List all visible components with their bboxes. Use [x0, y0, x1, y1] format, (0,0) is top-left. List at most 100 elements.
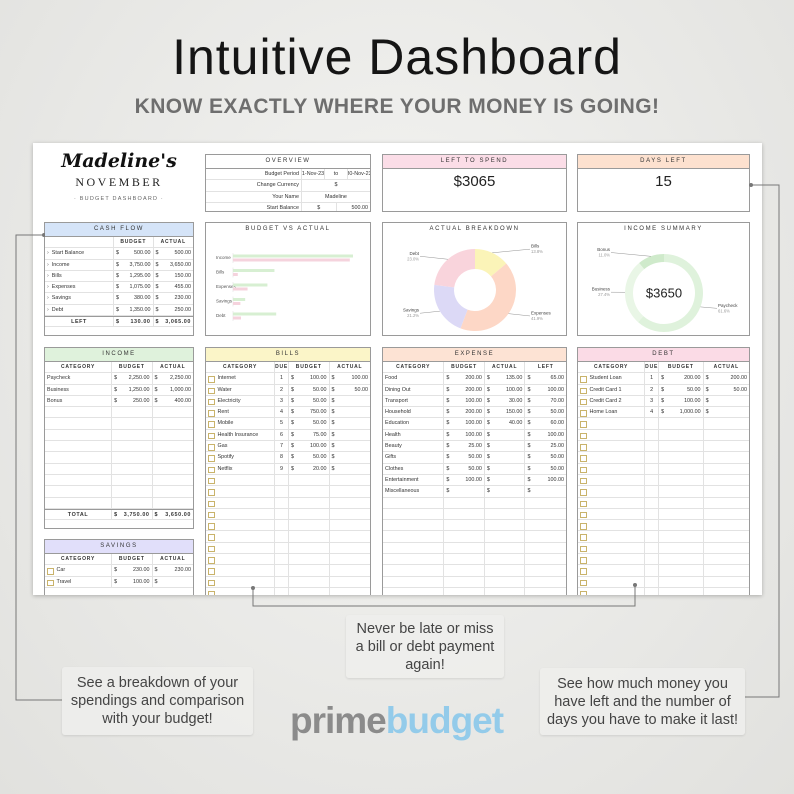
table-cell: $100.00	[525, 475, 566, 485]
cell-text: Gas	[217, 443, 228, 450]
table-cell	[112, 429, 153, 441]
table-cell: $100.00	[444, 429, 485, 441]
table-cell: $	[330, 430, 371, 440]
slice-value: 41.9%	[531, 316, 543, 321]
checkbox	[208, 557, 215, 564]
bar	[233, 258, 350, 262]
donut-total: $3650	[646, 286, 682, 301]
column-header: DUE	[645, 362, 660, 373]
name-block: Madeline's NOVEMBER · BUDGET DASHBOARD ·	[44, 150, 194, 212]
checkbox	[47, 568, 54, 575]
amount: 75.00	[313, 431, 327, 438]
budget-vs-actual-panel: BUDGET VS ACTUAL Income Bills Expenses Savin…	[205, 222, 371, 336]
amount: 50.00	[313, 420, 327, 427]
table-cell: $100.00	[444, 474, 485, 486]
table-cell: $230.00	[154, 293, 193, 303]
column-header: ACTUAL	[160, 364, 186, 370]
panel-title: SAVINGS	[45, 540, 193, 554]
table-cell	[206, 587, 276, 595]
table-cell	[578, 429, 646, 441]
cell-text: Household	[385, 409, 411, 416]
category-label: Income	[216, 255, 231, 260]
table-row	[578, 452, 749, 464]
table-cell: $50.00	[289, 395, 330, 407]
table-cell: $50.00	[289, 452, 330, 463]
currency: $	[116, 272, 120, 279]
table-cell: $2,250.00	[112, 373, 153, 384]
table-cell	[275, 531, 289, 542]
table-cell: $200.00	[444, 407, 485, 418]
table-row	[578, 441, 749, 453]
table-cell	[153, 498, 193, 508]
table-cell: 8	[275, 452, 289, 463]
table-row: Credit Card 2 3 $100.00 $	[578, 395, 749, 408]
table-cell	[645, 587, 660, 595]
amount: 1,000.00	[679, 409, 701, 416]
title: Intuitive Dashboard	[172, 29, 622, 85]
amount: 130.00	[130, 319, 151, 326]
table-cell: $	[330, 464, 371, 474]
table-cell	[444, 542, 485, 554]
table-row	[383, 554, 566, 566]
table-cell	[153, 441, 193, 451]
table-cell: Home Loan	[578, 407, 646, 418]
table-cell: $100.00	[330, 373, 371, 383]
income-summary-panel: INCOME SUMMARY Paycheck 61.6% Business 27.4%…	[577, 222, 750, 336]
table-cell	[525, 509, 566, 519]
table-cell	[206, 520, 276, 531]
cell-number: 8	[280, 454, 284, 461]
table-row: › Income $3,750.00 $3,650.00	[45, 259, 193, 271]
table-cell: $230.00	[153, 565, 193, 575]
table-row	[206, 508, 370, 521]
table-cell	[289, 474, 330, 486]
table-cell	[645, 576, 660, 587]
table-cell: $	[330, 452, 371, 462]
panel-title: DAYS LEFT	[578, 155, 749, 169]
amount: 3,750.00	[129, 261, 151, 268]
bullet: ›	[47, 261, 49, 268]
currency: $	[527, 476, 531, 483]
table-cell	[206, 531, 276, 542]
table-cell	[330, 577, 371, 587]
amount: 50.00	[687, 386, 701, 393]
overview-cell: $	[302, 202, 337, 211]
table-cell	[525, 588, 566, 595]
cell-text: Transport	[385, 397, 408, 404]
table-row	[206, 474, 370, 487]
slice-value: 13.8%	[531, 249, 543, 254]
table-cell: Food	[383, 373, 445, 384]
cell-text: 500.00	[351, 204, 369, 211]
table-cell	[275, 486, 289, 497]
table-cell: $250.00	[112, 395, 153, 407]
actual-breakdown-panel: ACTUAL BREAKDOWN Bills 13.8% Expenses 41.9% S…	[382, 222, 567, 336]
table-cell: $3,650.00	[154, 260, 193, 270]
table-cell	[275, 576, 289, 587]
amount: 100.00	[547, 476, 564, 483]
table-row	[45, 407, 193, 419]
table-cell: Mobile	[206, 418, 276, 429]
checkbox	[208, 432, 215, 440]
table-cell	[289, 531, 330, 542]
table-row	[578, 508, 749, 521]
table-cell	[659, 554, 704, 565]
table-cell	[444, 531, 485, 542]
table-cell	[275, 554, 289, 565]
table-row: Mobile 5 $50.00 $	[206, 418, 370, 430]
checkbox	[580, 579, 587, 587]
table-cell	[645, 441, 660, 452]
currency: $	[331, 386, 335, 393]
table-row	[383, 542, 566, 555]
panel-title: INCOME SUMMARY	[624, 226, 703, 232]
callout-line: have left and the number of	[554, 693, 731, 710]
currency: $	[486, 454, 490, 461]
amount: 50.00	[313, 386, 327, 393]
table-cell	[45, 452, 113, 463]
table-cell	[578, 576, 646, 587]
table-cell: Electricity	[206, 395, 276, 407]
currency: $	[331, 431, 335, 438]
callout-line: a bill or debt payment	[355, 638, 495, 655]
checkbox	[580, 421, 587, 428]
table-cell	[206, 486, 276, 497]
month: NOVEMBER	[75, 175, 163, 189]
